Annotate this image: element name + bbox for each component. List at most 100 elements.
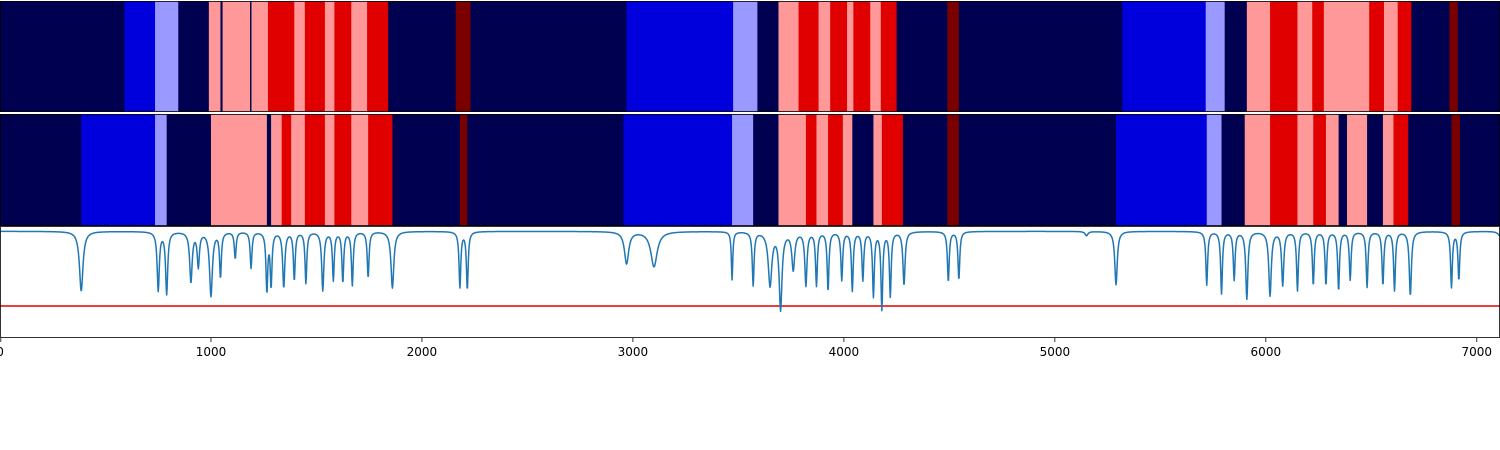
segment-2-36 [1297, 114, 1314, 226]
segment-2-11 [334, 114, 352, 226]
segment-2-34 [1244, 114, 1271, 226]
segment-1-1 [124, 1, 156, 112]
segment-1-33 [1122, 1, 1207, 112]
segment-1-23 [798, 1, 819, 112]
segment-1-11 [304, 1, 326, 112]
segment-1-22 [778, 1, 799, 112]
segment-1-12 [324, 1, 335, 112]
segment-2-20 [778, 114, 807, 226]
segment-2-40 [1347, 114, 1368, 226]
segment-1-39 [1312, 1, 1325, 112]
segmentation-track-1 [0, 1, 1500, 112]
segment-1-42 [1383, 1, 1399, 112]
segment-2-19 [753, 114, 779, 226]
segment-1-21 [757, 1, 779, 112]
segment-1-38 [1297, 1, 1313, 112]
segment-1-45 [1449, 1, 1459, 112]
segment-1-46 [1457, 1, 1500, 112]
segment-2-27 [881, 114, 904, 226]
segment-2-35 [1270, 114, 1298, 226]
segment-1-7 [250, 1, 252, 112]
segment-2-43 [1393, 114, 1409, 226]
panel-frame-3 [0, 226, 1500, 338]
segment-2-30 [958, 114, 1117, 226]
segment-2-23 [828, 114, 844, 226]
segment-2-42 [1382, 114, 1394, 226]
segment-1-31 [947, 1, 960, 112]
segment-2-9 [304, 114, 326, 226]
segment-1-44 [1411, 1, 1450, 112]
segment-1-6 [222, 1, 251, 112]
x-tick-label-5000: 5000 [1040, 345, 1071, 359]
segment-2-45 [1451, 114, 1461, 226]
x-tick-label-0: 0 [0, 345, 4, 359]
segment-2-17 [623, 114, 733, 226]
segment-2-46 [1459, 114, 1500, 226]
segment-1-29 [880, 1, 898, 112]
segment-2-29 [947, 114, 960, 226]
x-tick-label-4000: 4000 [829, 345, 860, 359]
segment-2-4 [210, 114, 268, 226]
segment-1-5 [220, 1, 223, 112]
segment-2-12 [351, 114, 369, 226]
segment-1-41 [1369, 1, 1385, 112]
segment-1-40 [1323, 1, 1370, 112]
segment-2-14 [392, 114, 461, 226]
segment-2-1 [81, 114, 156, 226]
segment-2-5 [266, 114, 272, 226]
segment-1-18 [470, 1, 627, 112]
segment-1-35 [1224, 1, 1248, 112]
segment-2-10 [324, 114, 335, 226]
segmentation-track-2 [0, 114, 1500, 226]
segment-2-8 [291, 114, 306, 226]
segment-1-10 [294, 1, 306, 112]
segment-1-19 [626, 1, 734, 112]
segment-1-8 [251, 1, 269, 112]
segment-1-37 [1270, 1, 1298, 112]
segment-2-16 [467, 114, 624, 226]
segment-1-15 [367, 1, 389, 112]
segment-1-36 [1246, 1, 1271, 112]
segment-1-0 [0, 1, 125, 112]
segment-2-15 [459, 114, 468, 226]
segment-2-33 [1221, 114, 1246, 226]
score-trace-line [0, 230, 1500, 313]
segment-2-26 [873, 114, 883, 226]
segment-2-22 [816, 114, 829, 226]
x-tick-label-7000: 7000 [1462, 345, 1493, 359]
x-tick-label-1000: 1000 [196, 345, 227, 359]
x-tick-label-3000: 3000 [618, 345, 649, 359]
segment-2-32 [1206, 114, 1222, 226]
segment-1-30 [896, 1, 948, 112]
x-axis: 0 1000 2000 3000 4000 5000 6000 7000 [0, 338, 1492, 359]
segment-2-38 [1325, 114, 1340, 226]
segment-1-16 [388, 1, 457, 112]
x-tick-label-6000: 6000 [1251, 345, 1282, 359]
segment-1-32 [958, 1, 1123, 112]
score-trace-panel [0, 230, 1500, 313]
segment-2-3 [166, 114, 212, 226]
segment-1-4 [208, 1, 221, 112]
segment-1-17 [455, 1, 471, 112]
segment-1-27 [853, 1, 871, 112]
segment-1-26 [847, 1, 854, 112]
segment-1-13 [334, 1, 352, 112]
segment-2-37 [1313, 114, 1327, 226]
segment-2-21 [805, 114, 817, 226]
segment-1-28 [870, 1, 882, 112]
segment-2-41 [1367, 114, 1384, 226]
segment-2-39 [1338, 114, 1348, 226]
segment-1-14 [351, 1, 368, 112]
segment-2-25 [852, 114, 874, 226]
segment-2-28 [902, 114, 948, 226]
segment-2-13 [368, 114, 393, 226]
segment-2-0 [0, 114, 82, 226]
segment-1-20 [733, 1, 758, 112]
segment-1-34 [1205, 1, 1226, 112]
x-tick-label-2000: 2000 [407, 345, 438, 359]
segment-2-24 [842, 114, 853, 226]
segment-2-18 [732, 114, 754, 226]
segment-2-2 [155, 114, 168, 226]
segment-2-6 [271, 114, 283, 226]
